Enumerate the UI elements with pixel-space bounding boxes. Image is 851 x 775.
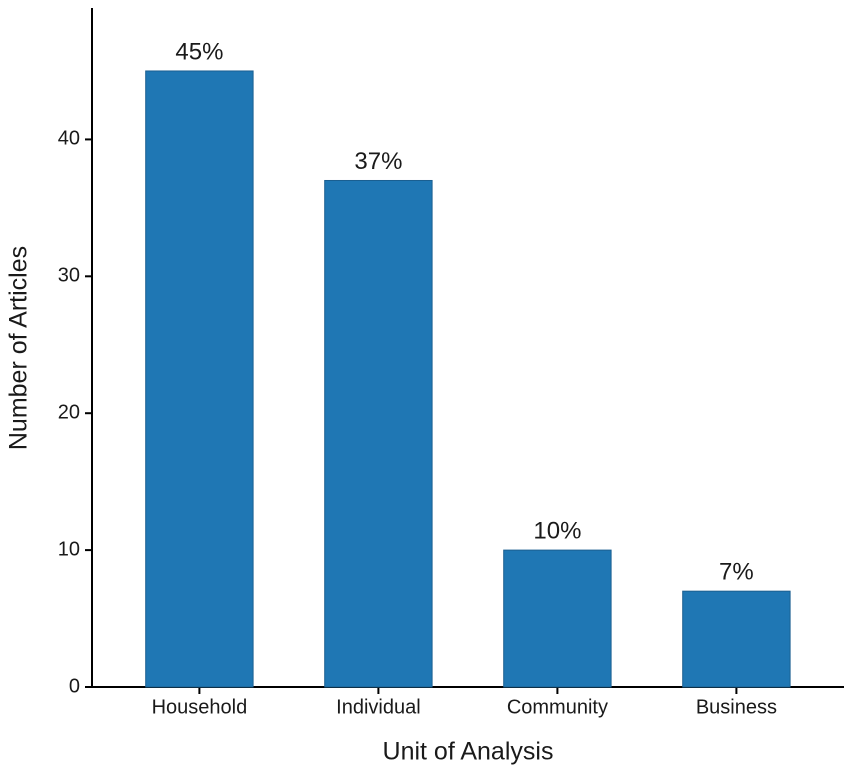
bar <box>682 590 791 688</box>
bar <box>503 549 612 688</box>
value-label: 7% <box>719 559 754 586</box>
x-tick-label: Household <box>152 696 248 718</box>
y-tick-label: 30 <box>58 265 80 287</box>
bar <box>324 179 433 688</box>
x-tick-label: Business <box>696 696 777 718</box>
y-tick-label: 10 <box>58 538 80 560</box>
y-axis-title: Number of Articles <box>5 246 33 450</box>
value-label: 45% <box>175 38 223 65</box>
bar <box>145 70 254 688</box>
y-tick-label: 40 <box>58 128 80 150</box>
value-label: 37% <box>354 148 402 175</box>
x-tick-label: Individual <box>336 696 421 718</box>
value-label: 10% <box>533 517 581 544</box>
y-tick-label: 0 <box>69 675 80 697</box>
y-tick-label: 20 <box>58 401 80 423</box>
x-axis-title: Unit of Analysis <box>383 738 554 766</box>
x-tick-label: Community <box>507 696 608 718</box>
